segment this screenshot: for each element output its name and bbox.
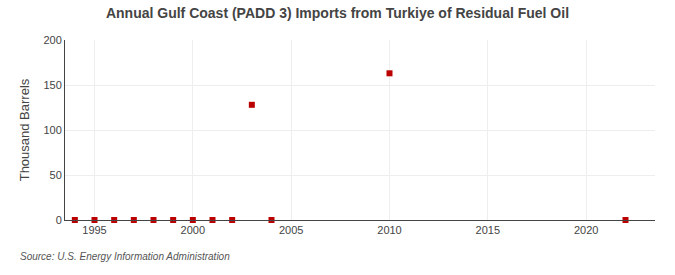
svg-text:200: 200 bbox=[43, 34, 61, 46]
svg-text:1995: 1995 bbox=[82, 224, 106, 236]
svg-text:2010: 2010 bbox=[377, 224, 401, 236]
svg-text:Source: U.S. Energy Informatio: Source: U.S. Energy Information Administ… bbox=[20, 251, 230, 262]
svg-text:50: 50 bbox=[50, 169, 62, 181]
svg-text:2000: 2000 bbox=[181, 224, 205, 236]
svg-text:0: 0 bbox=[56, 214, 62, 226]
svg-text:2020: 2020 bbox=[574, 224, 598, 236]
svg-text:150: 150 bbox=[43, 79, 61, 91]
svg-text:2005: 2005 bbox=[279, 224, 303, 236]
svg-text:2015: 2015 bbox=[476, 224, 500, 236]
svg-text:100: 100 bbox=[43, 124, 61, 136]
svg-text:Thousand Barrels: Thousand Barrels bbox=[17, 78, 32, 181]
svg-text:Annual Gulf Coast (PADD 3) Imp: Annual Gulf Coast (PADD 3) Imports from … bbox=[106, 5, 569, 21]
